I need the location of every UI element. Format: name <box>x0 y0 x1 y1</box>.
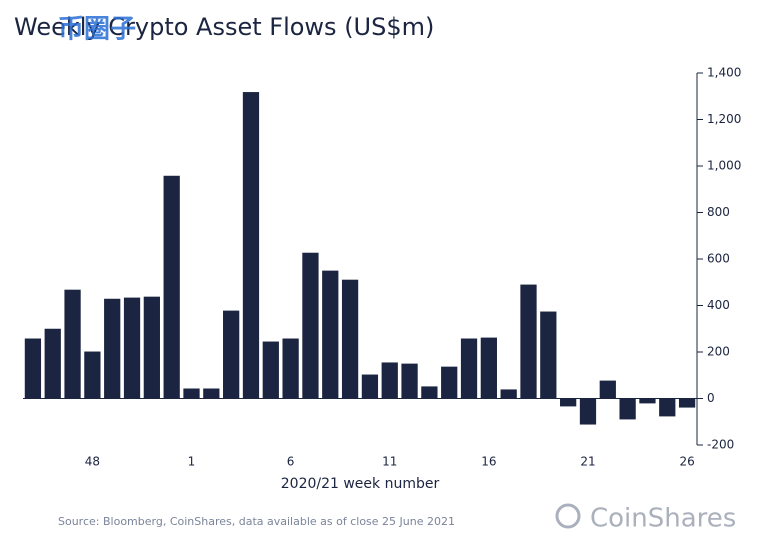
brand-icon <box>555 503 581 529</box>
bar <box>500 389 517 399</box>
y-tick-label: 800 <box>707 205 730 219</box>
bar <box>262 341 279 399</box>
bar <box>460 338 478 399</box>
bar <box>44 328 61 399</box>
bar <box>678 398 696 408</box>
x-tick-label: 11 <box>382 455 397 469</box>
bar <box>143 296 160 399</box>
y-tick-label: 1,000 <box>707 159 741 173</box>
bar <box>24 338 42 399</box>
bar <box>84 351 101 399</box>
bar <box>659 398 676 417</box>
bar <box>421 386 438 399</box>
y-tick-label: 1,400 <box>707 66 741 80</box>
bar <box>599 380 616 399</box>
bar <box>639 398 656 404</box>
brand-name: CoinShares <box>590 504 736 534</box>
bar <box>480 337 497 399</box>
bar <box>242 92 260 399</box>
bar <box>183 388 200 399</box>
chart-title: Weekly Crypto Asset Flows (US$m) <box>14 13 434 41</box>
bar <box>203 388 220 399</box>
bar <box>579 398 597 425</box>
bar <box>341 279 359 399</box>
y-tick-label: 400 <box>707 298 730 312</box>
x-tick-label: 6 <box>287 455 295 469</box>
x-tick-label: 48 <box>85 455 100 469</box>
y-tick-label: 1,200 <box>707 112 741 126</box>
bar <box>441 366 458 399</box>
x-axis-label: 2020/21 week number <box>281 476 440 492</box>
bar <box>401 363 418 399</box>
x-tick-label: 21 <box>580 455 595 469</box>
bar <box>322 270 339 399</box>
bar <box>163 175 180 399</box>
bar <box>123 297 141 399</box>
watermark: 币圈子 <box>58 15 136 45</box>
bar <box>520 284 537 399</box>
bar <box>282 338 299 399</box>
x-tick-label: 16 <box>481 455 496 469</box>
bar <box>302 252 319 399</box>
bar <box>381 362 398 399</box>
y-tick-label: 200 <box>707 345 730 359</box>
x-tick-label: 1 <box>188 455 196 469</box>
source-note: Source: Bloomberg, CoinShares, data avai… <box>58 515 455 528</box>
x-tick-label: 26 <box>679 455 694 469</box>
bar <box>64 289 81 399</box>
bar <box>223 310 240 399</box>
bar <box>540 311 557 399</box>
bar <box>560 398 577 407</box>
y-tick-label: 0 <box>707 391 715 405</box>
y-tick-label: -200 <box>707 438 734 452</box>
bar <box>104 298 121 399</box>
y-tick-label: 600 <box>707 252 730 266</box>
bar <box>619 398 636 420</box>
bar <box>361 374 379 399</box>
